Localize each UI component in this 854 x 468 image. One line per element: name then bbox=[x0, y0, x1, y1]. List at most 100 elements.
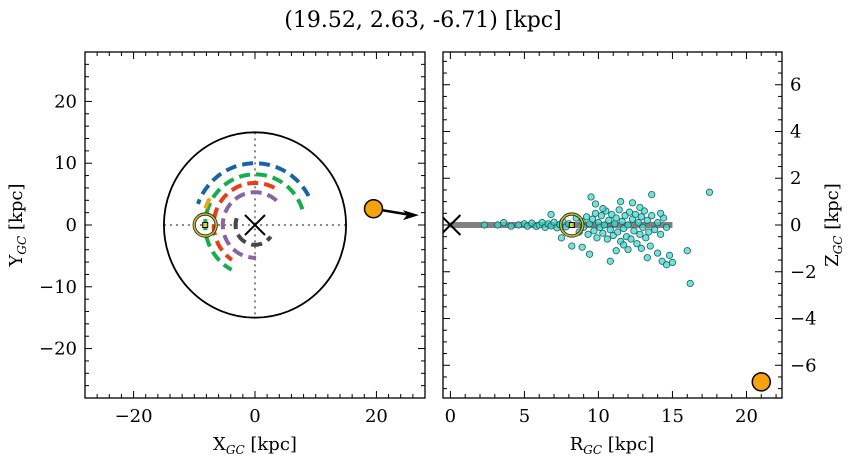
y-tick-label: 0 bbox=[66, 215, 77, 236]
star-point bbox=[582, 213, 591, 221]
star-point bbox=[665, 251, 674, 259]
star-point bbox=[636, 230, 644, 238]
y-tick-label: −6 bbox=[790, 355, 817, 376]
star-point bbox=[651, 226, 659, 234]
star-point bbox=[634, 219, 643, 227]
star-point bbox=[630, 227, 638, 235]
star-point bbox=[633, 240, 641, 248]
star-point bbox=[606, 226, 614, 234]
plot-area bbox=[163, 131, 419, 319]
galactic-center-marker bbox=[244, 214, 266, 236]
x-axis-label: RGC [kpc] bbox=[570, 434, 655, 457]
y-tick-label: −2 bbox=[790, 262, 817, 283]
x-tick-label: 10 bbox=[587, 406, 610, 427]
star-point bbox=[587, 193, 595, 201]
star-point bbox=[507, 222, 515, 230]
axes-frame bbox=[84, 51, 426, 399]
y-axis-label: ZGC [kpc] bbox=[822, 183, 845, 267]
star-point bbox=[643, 254, 651, 262]
x-axis-label: XGC [kpc] bbox=[213, 434, 297, 457]
y-tick-label: 4 bbox=[790, 121, 801, 142]
star-point bbox=[668, 258, 677, 267]
star-point bbox=[637, 244, 645, 252]
star-point bbox=[617, 198, 625, 206]
velocity-arrow-head bbox=[402, 210, 419, 221]
y-tick-label: 6 bbox=[790, 75, 801, 96]
star-point bbox=[628, 199, 637, 207]
spiral-arm-arc bbox=[220, 190, 278, 260]
star-point bbox=[643, 216, 651, 224]
y-axis-label: YGC [kpc] bbox=[6, 184, 29, 268]
object-marker bbox=[363, 199, 384, 219]
star-point bbox=[588, 215, 597, 223]
star-point bbox=[494, 221, 502, 229]
spiral-arm-arc bbox=[211, 181, 276, 262]
x-tick-label: 20 bbox=[365, 406, 388, 427]
galactic-center-marker bbox=[443, 214, 462, 236]
star-point bbox=[646, 242, 654, 250]
y-tick-label: −10 bbox=[39, 277, 77, 298]
star-point bbox=[557, 234, 566, 242]
star-point bbox=[614, 228, 622, 236]
star-point bbox=[648, 191, 656, 199]
y-tick-label: −20 bbox=[39, 339, 77, 360]
star-point bbox=[591, 200, 600, 208]
star-point bbox=[584, 230, 592, 238]
star-point bbox=[662, 223, 671, 231]
star-point bbox=[642, 234, 650, 242]
y-tick-label: 2 bbox=[790, 168, 801, 189]
star-point bbox=[599, 205, 607, 213]
star-point bbox=[631, 210, 640, 219]
star-point bbox=[620, 241, 628, 249]
star-point bbox=[514, 221, 523, 229]
star-point bbox=[624, 221, 632, 229]
x-tick-label: 0 bbox=[249, 406, 260, 427]
star-point bbox=[639, 223, 647, 231]
star-point bbox=[645, 228, 653, 236]
star-point bbox=[597, 212, 605, 220]
star-point bbox=[654, 219, 662, 227]
left-panel-xy: −20 0 20 −20 −10 0 10 20 XGC [kpc] YGC [kpc] bbox=[6, 51, 426, 457]
star-point bbox=[611, 220, 619, 228]
star-point bbox=[618, 217, 626, 226]
spiral-arm-arc bbox=[233, 217, 273, 247]
y-tick-label: 0 bbox=[790, 215, 801, 236]
x-tick-label: 5 bbox=[519, 406, 530, 427]
star-point bbox=[683, 247, 691, 255]
spiral-arm-arc bbox=[196, 161, 311, 205]
star-point bbox=[612, 214, 620, 222]
x-tick-label: 0 bbox=[445, 406, 456, 427]
axis-ticks bbox=[443, 52, 782, 398]
sun-marker-ring bbox=[193, 213, 218, 237]
star-point bbox=[590, 227, 598, 235]
star-point bbox=[547, 210, 555, 219]
x-tick-label: 15 bbox=[661, 406, 684, 427]
star-point bbox=[627, 235, 635, 243]
star-point bbox=[625, 208, 634, 216]
star-point bbox=[603, 235, 611, 243]
star-point bbox=[637, 213, 645, 221]
spiral-arm-arc bbox=[203, 172, 305, 272]
y-tick-label: −4 bbox=[790, 309, 817, 330]
star-point bbox=[585, 250, 594, 258]
star-point bbox=[480, 221, 489, 229]
star-point bbox=[636, 203, 644, 212]
plot-area bbox=[443, 188, 772, 392]
star-point bbox=[591, 209, 600, 217]
star-point bbox=[606, 257, 614, 265]
axes-frame bbox=[442, 51, 783, 399]
star-point bbox=[654, 249, 662, 257]
sun-marker-ring bbox=[559, 213, 584, 237]
star-point bbox=[578, 243, 586, 251]
star-point bbox=[500, 219, 508, 227]
star-point bbox=[686, 279, 694, 288]
star-point bbox=[657, 209, 665, 217]
star-point bbox=[662, 261, 671, 269]
sun-marker-center bbox=[202, 222, 209, 228]
right-panel-rz: 0 5 10 15 20 −6 −4 −2 0 2 4 6 RGC [kpc] ZGC [kpc] bbox=[442, 51, 845, 457]
disk-circle bbox=[163, 131, 347, 319]
star-point bbox=[600, 221, 608, 229]
spiral-arm-arc bbox=[201, 197, 212, 217]
star-point bbox=[568, 242, 576, 250]
